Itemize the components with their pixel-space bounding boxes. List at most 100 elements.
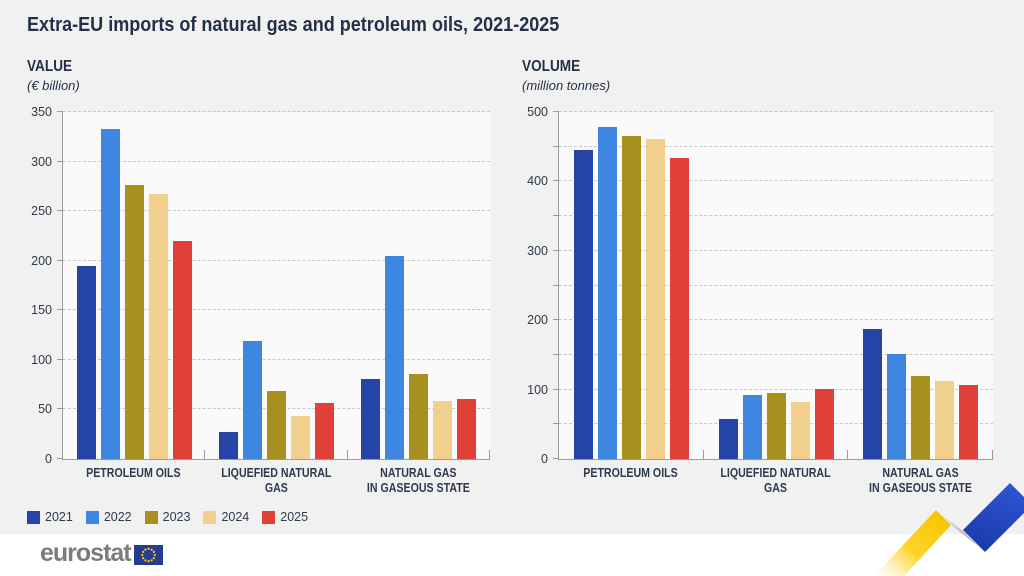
bar-2022 <box>242 341 262 459</box>
gridline <box>559 249 993 251</box>
category-label: PETROLEUM OILS <box>583 466 678 480</box>
bar-2023 <box>621 135 641 459</box>
bar-2025 <box>172 240 192 459</box>
gridline <box>559 388 993 390</box>
bar-2023 <box>911 376 931 459</box>
bar-group <box>559 112 704 459</box>
bar-2024 <box>645 139 665 459</box>
ribbon-yellow-band <box>874 510 951 576</box>
bar-2023 <box>766 393 786 459</box>
bar-2025 <box>814 388 834 459</box>
category-label: LIQUEFIED NATURAL GAS <box>220 466 332 495</box>
legend-label: 2024 <box>221 510 250 524</box>
legend-item: 2022 <box>85 510 132 524</box>
y-axis-label: 200 <box>527 313 548 328</box>
y-axis-tick <box>553 423 559 425</box>
gridline <box>63 309 490 311</box>
ribbon-blue-band <box>963 483 1024 552</box>
y-axis-tick <box>57 408 63 410</box>
eurostat-logo-text: eurostat <box>40 539 132 567</box>
value-chart-plot: 0 50 100 150 200 250 300 350 <box>31 105 490 466</box>
legend-label: 2023 <box>162 510 191 524</box>
y-axis-tick <box>57 111 63 112</box>
bar-groups <box>63 112 490 459</box>
y-axis-label: 100 <box>527 382 548 397</box>
y-axis-label: 300 <box>31 154 52 169</box>
bar-2021 <box>718 419 738 459</box>
y-axis-label: 50 <box>38 402 52 417</box>
bar-2022 <box>597 127 617 459</box>
bar-2024 <box>290 416 310 459</box>
legend-label: 2025 <box>280 510 309 524</box>
y-axis-tick <box>553 284 559 286</box>
bar-2025 <box>669 157 689 459</box>
legend-swatch <box>85 510 99 524</box>
category-label: PETROLEUM OILS <box>86 466 181 480</box>
y-axis-label: 500 <box>527 105 548 119</box>
bar-2023 <box>409 373 429 459</box>
y-axis-label: 0 <box>541 452 548 466</box>
y-axis-label: 300 <box>527 243 548 258</box>
bar-group <box>704 112 849 459</box>
legend-item: 2021 <box>27 510 73 524</box>
y-axis-tick <box>57 358 63 360</box>
bar-2025 <box>314 402 334 459</box>
y-axis-tick <box>57 458 63 459</box>
x-axis-tick <box>489 450 490 459</box>
eurostat-logo: eurostat <box>40 539 163 568</box>
bar-2021 <box>361 378 381 459</box>
bar-groups <box>559 112 993 459</box>
page-title: Extra-EU imports of natural gas and petr… <box>27 13 560 36</box>
y-axis-label: 0 <box>45 452 52 466</box>
x-axis-tick <box>702 450 704 459</box>
bar-2024 <box>433 400 453 459</box>
y-axis-tick <box>553 111 559 112</box>
y-axis-tick <box>57 210 63 212</box>
bar-2023 <box>124 185 144 459</box>
y-axis-tick <box>57 160 63 162</box>
value-chart-categories: PETROLEUM OILS LIQUEFIED NATURAL GAS NATUR… <box>62 466 490 496</box>
bar-2022 <box>385 255 405 459</box>
ribbon-decoration <box>874 483 1024 576</box>
gridline <box>559 215 993 217</box>
bar-2022 <box>742 395 762 459</box>
gridline <box>559 111 993 112</box>
legend: 2021 2022 2023 2024 2025 <box>27 510 308 524</box>
y-axis-label: 250 <box>31 204 52 219</box>
legend-label: 2022 <box>103 510 132 524</box>
gridline <box>559 353 993 355</box>
category-label: NATURAL GAS IN GASEOUS STATE <box>869 466 972 495</box>
bar-group <box>848 112 993 459</box>
bar-2022 <box>887 354 907 459</box>
legend-item: 2024 <box>203 510 249 524</box>
legend-swatch <box>27 510 40 524</box>
y-axis-tick <box>553 180 559 182</box>
bar-2024 <box>148 194 168 459</box>
legend-swatch <box>262 510 276 524</box>
gridline <box>559 180 993 182</box>
y-axis-label: 100 <box>31 352 52 367</box>
volume-chart-plot: 0 100 200 300 400 500 <box>527 105 993 466</box>
bar-group <box>348 112 490 459</box>
gridline <box>63 210 490 212</box>
legend-label: 2021 <box>45 510 73 524</box>
y-axis-tick <box>553 145 559 147</box>
gridline <box>63 111 490 112</box>
y-axis-label: 200 <box>31 253 52 268</box>
bar-2021 <box>573 150 593 459</box>
footer: eurostat <box>0 534 1024 576</box>
y-axis-tick <box>553 249 559 251</box>
gridline <box>63 259 490 261</box>
y-axis-label: 400 <box>527 174 548 189</box>
y-axis-label: 150 <box>31 303 52 318</box>
gridline <box>63 358 490 360</box>
eu-flag-icon <box>133 545 163 565</box>
x-axis-tick <box>204 450 206 459</box>
gridline <box>559 284 993 286</box>
bar-2021 <box>218 432 238 459</box>
x-axis-tick <box>992 450 993 459</box>
bar-2022 <box>100 128 120 459</box>
gridline <box>63 160 490 162</box>
volume-chart-categories: PETROLEUM OILS LIQUEFIED NATURAL GAS NATUR… <box>558 466 993 496</box>
